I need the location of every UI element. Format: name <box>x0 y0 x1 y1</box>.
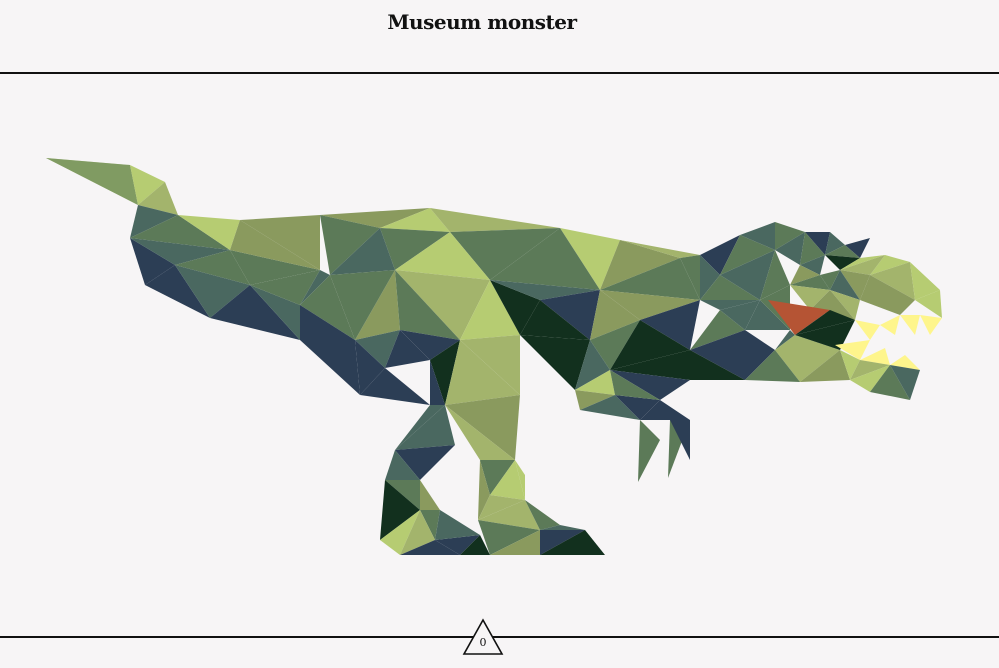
dinosaur-icon <box>46 158 942 555</box>
teeth-lower <box>860 348 890 365</box>
dinosaur-artwork[interactable] <box>0 74 999 634</box>
page-title: Museum monster <box>387 10 577 34</box>
header-divider <box>0 72 999 74</box>
tongue <box>768 300 830 335</box>
tail-upper <box>46 158 138 205</box>
counter-badge[interactable]: 0 <box>462 617 504 657</box>
counter-value: 0 <box>479 636 487 649</box>
triangle-icon <box>462 618 504 655</box>
footer-divider <box>0 636 999 638</box>
teeth-upper <box>855 320 880 340</box>
